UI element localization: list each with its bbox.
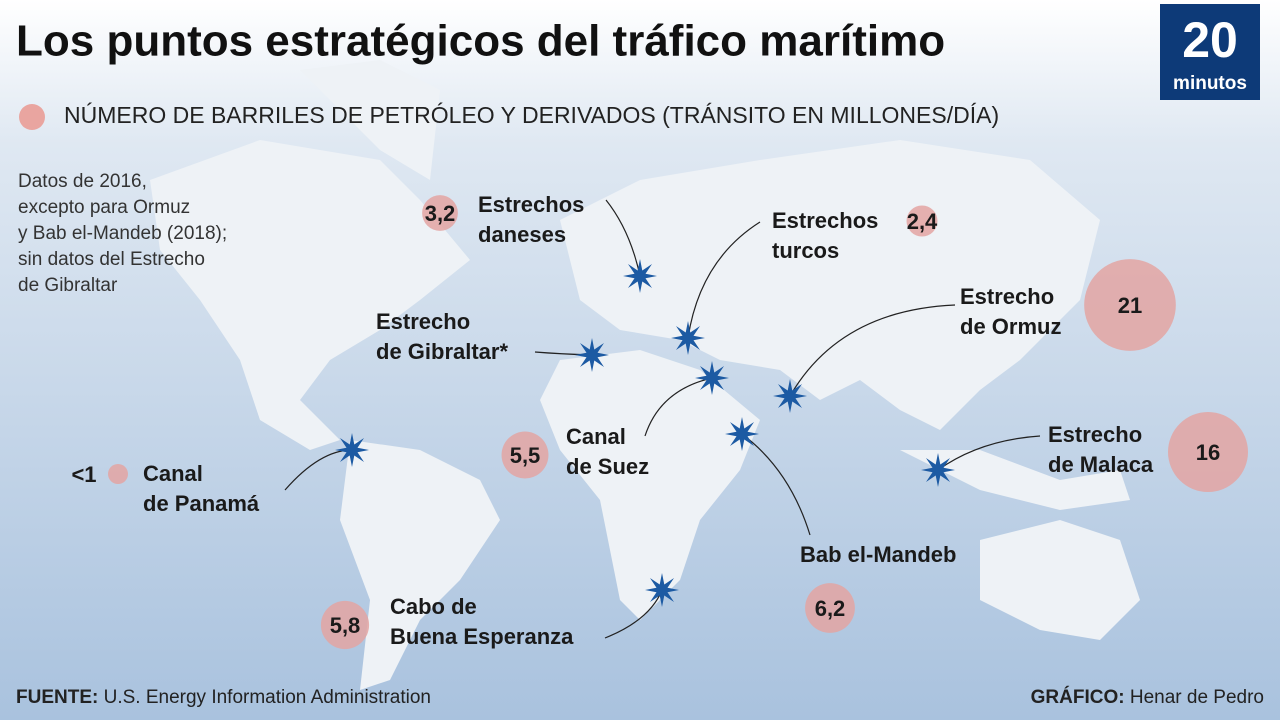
value-bubble (1168, 412, 1248, 492)
leader-line (741, 433, 811, 536)
leader-line (687, 221, 761, 339)
point-name: turcos (772, 238, 839, 263)
point-name: de Ormuz (960, 314, 1061, 339)
chokepoint-star (695, 361, 729, 395)
note-line: sin datos del Estrecho (18, 249, 205, 270)
chokepoint-star (773, 379, 807, 413)
value-label: 5,5 (510, 443, 541, 468)
value-bubble (501, 431, 549, 479)
note-line: excepto para Ormuz (18, 197, 190, 218)
world-map (150, 60, 1140, 690)
title: Los puntos estratégicos del tráfico marí… (16, 17, 945, 66)
value-label: 16 (1196, 440, 1220, 465)
logo-number: 20 (1182, 12, 1238, 68)
note-line: y Bab el-Mandeb (2018); (18, 223, 227, 244)
value-label: 21 (1118, 293, 1142, 318)
point-name: de Malaca (1048, 452, 1154, 477)
logo-word: minutos (1173, 73, 1247, 94)
chokepoint-star (725, 417, 759, 451)
value-label: <1 (71, 462, 96, 487)
legend-text: NÚMERO DE BARRILES DE PETRÓLEO Y DERIVAD… (64, 102, 999, 128)
credit-text: Henar de Pedro (1130, 687, 1264, 708)
point-name: de Panamá (143, 491, 260, 516)
value-label: 6,2 (815, 596, 846, 621)
point-name: Estrecho (960, 284, 1054, 309)
value-bubble (1084, 259, 1176, 351)
logo-box (1160, 4, 1260, 100)
note-line: de Gibraltar (18, 275, 118, 296)
leader-line (789, 304, 956, 397)
point-name: Estrechos (478, 192, 584, 217)
point-name: Buena Esperanza (390, 624, 574, 649)
point-name: Estrechos (772, 208, 878, 233)
leader-line (937, 435, 1041, 471)
leader-line (644, 377, 713, 437)
source: FUENTE: U.S. Energy Information Administ… (16, 687, 431, 708)
chokepoint-star (623, 259, 657, 293)
point-name: de Suez (566, 454, 649, 479)
point-name: de Gibraltar* (376, 339, 508, 364)
chokepoint-star (575, 338, 609, 372)
value-bubble (422, 195, 458, 231)
point-name: Cabo de (390, 594, 477, 619)
source-label: FUENTE: (16, 687, 98, 708)
point-name: Estrecho (376, 309, 470, 334)
point-name: Estrecho (1048, 422, 1142, 447)
point-name: Bab el-Mandeb (800, 542, 956, 567)
point-name: Canal (143, 461, 203, 486)
legend-swatch (19, 104, 45, 130)
note-line: Datos de 2016, (18, 171, 147, 192)
value-label: 2,4 (907, 209, 938, 234)
leader-line (605, 199, 641, 277)
source-text: U.S. Energy Information Administration (104, 687, 431, 708)
value-bubble (805, 583, 855, 633)
credit-label: GRÁFICO: (1031, 686, 1125, 708)
value-bubble (108, 464, 128, 484)
credit: GRÁFICO: Henar de Pedro (1031, 686, 1264, 708)
point-name: daneses (478, 222, 566, 247)
value-bubble (320, 600, 370, 650)
value-label: 3,2 (425, 201, 456, 226)
value-bubble (906, 205, 938, 237)
chokepoint-star (921, 453, 955, 487)
chokepoint-star (335, 433, 369, 467)
chokepoint-star (645, 573, 679, 607)
point-name: Canal (566, 424, 626, 449)
chokepoint-star (671, 321, 705, 355)
value-label: 5,8 (330, 613, 361, 638)
